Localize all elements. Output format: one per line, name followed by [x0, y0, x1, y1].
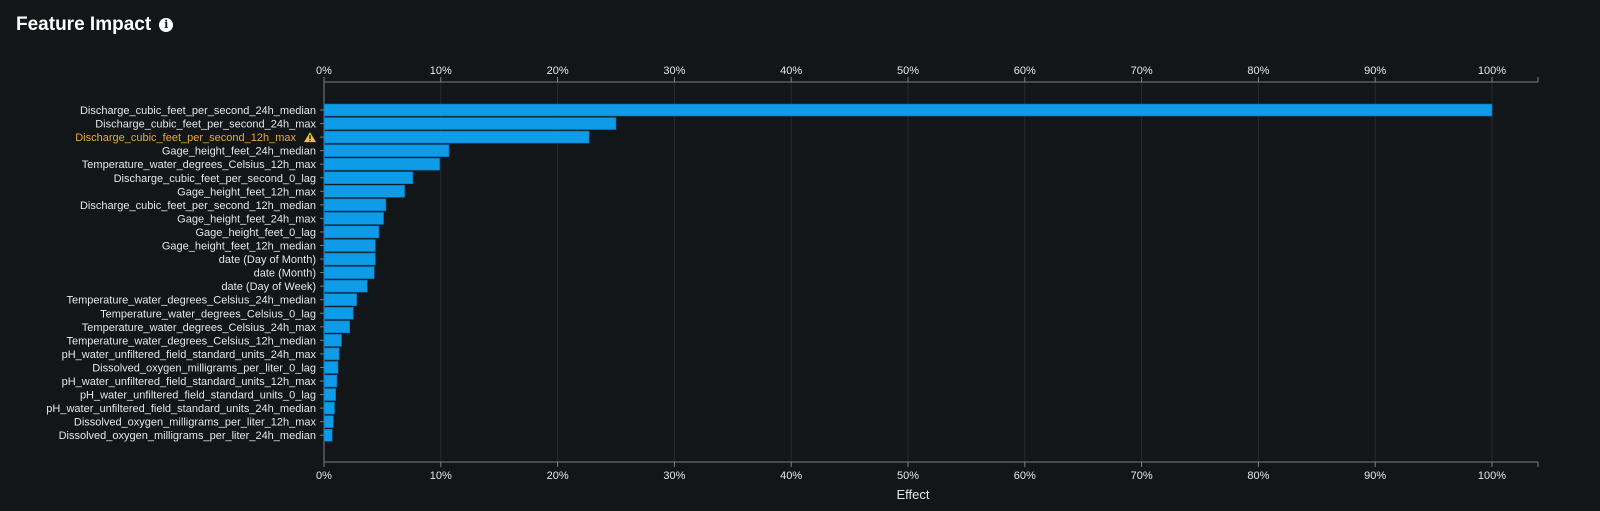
x-tick-label-top: 50%	[897, 65, 919, 77]
category-label[interactable]: Dissolved_oxygen_milligrams_per_liter_24…	[59, 430, 316, 442]
bar-24[interactable]	[323, 415, 334, 428]
x-tick-label-bottom: 50%	[897, 470, 919, 482]
category-label[interactable]: pH_water_unfiltered_field_standard_units…	[80, 390, 316, 402]
category-label[interactable]: date (Month)	[254, 268, 316, 280]
bar-12[interactable]	[323, 252, 376, 266]
bar-11[interactable]	[323, 239, 376, 252]
x-tick-label-bottom: 100%	[1478, 470, 1506, 482]
category-label[interactable]: Discharge_cubic_feet_per_second_0_lag	[114, 173, 316, 185]
category-label[interactable]: Discharge_cubic_feet_per_second_12h_max	[75, 132, 296, 144]
x-tick-label-bottom: 90%	[1364, 470, 1386, 482]
bar-16[interactable]	[323, 306, 354, 320]
x-tick-label-top: 0%	[316, 65, 332, 77]
category-label[interactable]: Dissolved_oxygen_milligrams_per_liter_0_…	[92, 362, 316, 374]
category-label[interactable]: Temperature_water_degrees_Celsius_12h_me…	[67, 335, 317, 347]
x-tick-label-top: 90%	[1364, 65, 1386, 77]
x-tick-label-bottom: 10%	[430, 470, 452, 482]
x-tick-label-top: 80%	[1247, 65, 1269, 77]
bar-21[interactable]	[323, 374, 338, 388]
x-tick-label-top: 30%	[663, 65, 685, 77]
bar-18[interactable]	[323, 334, 342, 347]
bar-9[interactable]	[323, 212, 384, 225]
bar-19[interactable]	[323, 347, 340, 361]
bar-3[interactable]	[323, 130, 590, 144]
bar-25[interactable]	[323, 428, 333, 442]
bar-13[interactable]	[323, 266, 375, 279]
x-tick-label-top: 100%	[1478, 65, 1506, 77]
x-tick-label-bottom: 30%	[663, 470, 685, 482]
x-tick-label-top: 60%	[1014, 65, 1036, 77]
warning-mark	[309, 135, 311, 140]
category-label[interactable]: pH_water_unfiltered_field_standard_units…	[46, 403, 316, 415]
bar-1[interactable]	[323, 103, 1493, 117]
bar-10[interactable]	[323, 225, 380, 239]
bar-20[interactable]	[323, 361, 339, 374]
category-label[interactable]: Temperature_water_degrees_Celsius_24h_me…	[67, 295, 317, 307]
x-tick-label-bottom: 70%	[1131, 470, 1153, 482]
bar-5[interactable]	[323, 157, 440, 171]
bar-15[interactable]	[323, 293, 358, 307]
category-label[interactable]: pH_water_unfiltered_field_standard_units…	[62, 349, 317, 361]
category-label[interactable]: Discharge_cubic_feet_per_second_12h_medi…	[80, 200, 316, 212]
chart-header: Feature Impact i	[16, 14, 174, 36]
x-tick-label-top: 40%	[780, 65, 802, 77]
x-tick-label-bottom: 40%	[780, 470, 802, 482]
category-label[interactable]: Gage_height_feet_24h_median	[162, 146, 316, 158]
x-tick-label-bottom: 0%	[316, 470, 332, 482]
category-label[interactable]: Temperature_water_degrees_Celsius_12h_ma…	[82, 159, 317, 171]
warning-dot	[309, 139, 311, 142]
x-axis-label: Effect	[896, 487, 929, 502]
category-label[interactable]: Gage_height_feet_0_lag	[196, 227, 317, 239]
category-label[interactable]: pH_water_unfiltered_field_standard_units…	[62, 376, 317, 388]
bar-2[interactable]	[323, 117, 617, 130]
info-icon[interactable]: i	[159, 18, 174, 32]
category-label[interactable]: Temperature_water_degrees_Celsius_0_lag	[100, 308, 316, 320]
x-tick-label-top: 10%	[430, 65, 452, 77]
bar-7[interactable]	[323, 185, 405, 198]
category-label[interactable]: Discharge_cubic_feet_per_second_24h_medi…	[80, 105, 316, 117]
bar-22[interactable]	[323, 388, 336, 401]
bar-23[interactable]	[323, 401, 335, 415]
category-label[interactable]: Gage_height_feet_12h_max	[177, 186, 316, 198]
bar-14[interactable]	[323, 279, 368, 293]
category-label[interactable]: Discharge_cubic_feet_per_second_24h_max	[95, 119, 316, 131]
warning-icon[interactable]	[304, 132, 316, 143]
bar-4[interactable]	[323, 144, 450, 157]
bar-6[interactable]	[323, 171, 414, 185]
category-label[interactable]: Gage_height_feet_12h_median	[162, 241, 316, 253]
category-label[interactable]: Gage_height_feet_24h_max	[177, 213, 316, 225]
x-tick-label-bottom: 60%	[1014, 470, 1036, 482]
category-label[interactable]: Dissolved_oxygen_milligrams_per_liter_12…	[74, 417, 317, 429]
category-label[interactable]: date (Day of Month)	[219, 254, 316, 266]
page-title: Feature Impact	[16, 14, 152, 35]
x-tick-label-bottom: 20%	[547, 470, 569, 482]
bar-8[interactable]	[323, 198, 387, 212]
bar-17[interactable]	[323, 320, 350, 334]
category-label[interactable]: date (Day of Week)	[221, 281, 316, 293]
x-tick-label-bottom: 80%	[1247, 470, 1269, 482]
x-tick-label-top: 70%	[1131, 65, 1153, 77]
x-tick-label-top: 20%	[547, 65, 569, 77]
category-label[interactable]: Temperature_water_degrees_Celsius_24h_ma…	[82, 322, 317, 334]
